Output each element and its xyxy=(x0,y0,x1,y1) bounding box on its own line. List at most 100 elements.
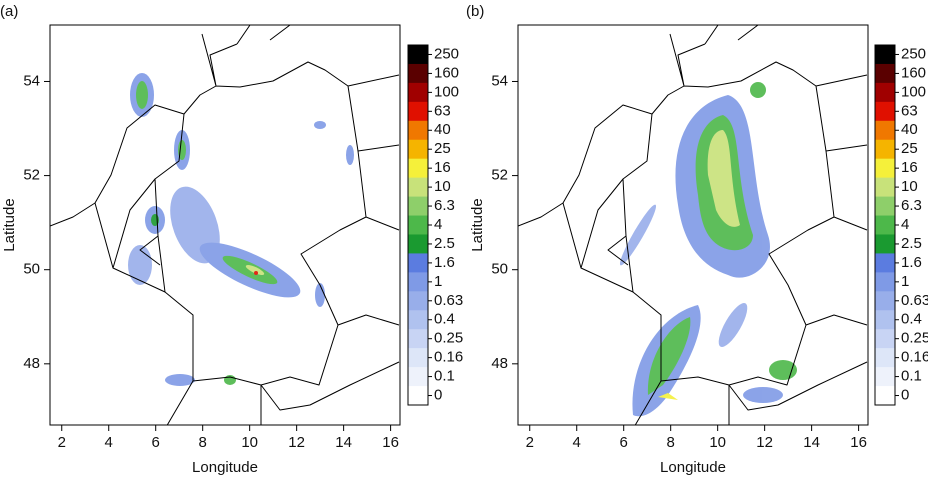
colorbar-band xyxy=(408,253,428,273)
colorbar-band xyxy=(875,45,895,65)
colorbar-band xyxy=(875,253,895,273)
colorbar-band xyxy=(408,215,428,235)
colorbar-label: 0.1 xyxy=(434,368,455,385)
colorbar-band xyxy=(408,139,428,159)
x-tick-label: 16 xyxy=(382,434,399,451)
colorbar-label: 4 xyxy=(901,216,909,233)
plot-frame xyxy=(49,24,401,426)
colorbar-label: 10 xyxy=(434,178,451,195)
colorbar-band xyxy=(875,215,895,235)
colorbar-band xyxy=(875,196,895,216)
map-a xyxy=(50,25,400,425)
colorbar-label: 6.3 xyxy=(434,197,455,214)
y-tick-label: 52 xyxy=(491,167,508,184)
colorbar-label: 1 xyxy=(901,273,909,290)
colorbar-label: 63 xyxy=(434,102,451,119)
colorbar-band xyxy=(875,139,895,159)
colorbar-band xyxy=(875,63,895,84)
colorbar-band xyxy=(875,291,895,311)
map-b xyxy=(518,25,868,425)
x-tick-label: 12 xyxy=(288,434,305,451)
x-axis-label: Longitude xyxy=(192,459,258,476)
y-tick-label: 54 xyxy=(23,72,40,89)
colorbar-label: 4 xyxy=(434,216,442,233)
colorbar-label: 250 xyxy=(901,45,926,62)
colorbar-label: 0.63 xyxy=(434,292,463,309)
colorbar-band xyxy=(875,272,895,292)
y-tick-label: 50 xyxy=(23,261,40,278)
colorbar-band xyxy=(408,348,428,368)
colorbar-band xyxy=(875,310,895,330)
colorbar-label: 100 xyxy=(434,83,459,100)
colorbar-label: 0.63 xyxy=(901,292,928,309)
y-tick-label: 50 xyxy=(491,261,508,278)
x-tick-label: 8 xyxy=(667,434,675,451)
colorbar-label: 40 xyxy=(901,121,918,138)
colorbar-label: 250 xyxy=(434,45,459,62)
colorbar-label: 0.4 xyxy=(901,311,922,328)
colorbar-band xyxy=(875,234,895,254)
y-axis-label: Latitude xyxy=(469,198,486,251)
x-tick-label: 10 xyxy=(241,434,258,451)
x-tick-label: 2 xyxy=(526,434,534,451)
x-tick-label: 6 xyxy=(152,434,160,451)
colorbar-band xyxy=(408,386,428,406)
colorbar-band xyxy=(408,63,428,84)
colorbar-band xyxy=(408,329,428,349)
colorbar-label: 1.6 xyxy=(434,254,455,271)
colorbar-label: 63 xyxy=(901,102,918,119)
colorbar-label: 25 xyxy=(434,140,451,157)
colorbar-band xyxy=(408,120,428,141)
colorbar-band xyxy=(408,272,428,292)
colorbar-band xyxy=(875,158,895,178)
colorbar-band xyxy=(875,367,895,387)
colorbar-band xyxy=(408,367,428,387)
colorbar-band xyxy=(875,329,895,349)
plot-frame xyxy=(517,24,869,426)
colorbar-label: 10 xyxy=(901,178,918,195)
colorbar-band xyxy=(875,386,895,406)
colorbar-band xyxy=(408,234,428,254)
colorbar-label: 16 xyxy=(434,159,451,176)
x-tick-label: 4 xyxy=(105,434,113,451)
x-tick-label: 6 xyxy=(620,434,628,451)
colorbar-band xyxy=(875,101,895,122)
colorbar-label: 1 xyxy=(434,273,442,290)
colorbar-label: 25 xyxy=(901,140,918,157)
colorbar-band xyxy=(408,101,428,122)
colorbar-frame xyxy=(407,44,429,406)
y-tick-label: 54 xyxy=(491,72,508,89)
x-tick-label: 4 xyxy=(573,434,581,451)
y-tick-label: 52 xyxy=(23,167,40,184)
colorbar-band xyxy=(408,196,428,216)
colorbar-label: 16 xyxy=(901,159,918,176)
colorbar-band xyxy=(408,177,428,197)
colorbar-band xyxy=(875,82,895,103)
x-tick-label: 14 xyxy=(335,434,352,451)
x-tick-label: 2 xyxy=(58,434,66,451)
colorbar-band xyxy=(408,158,428,178)
x-tick-label: 14 xyxy=(803,434,820,451)
x-tick-label: 8 xyxy=(199,434,207,451)
colorbar-band xyxy=(408,291,428,311)
x-tick-label: 12 xyxy=(756,434,773,451)
colorbar-label: 100 xyxy=(901,83,926,100)
colorbar-label: 40 xyxy=(434,121,451,138)
colorbar-label: 0.25 xyxy=(901,330,928,347)
colorbar-label: 2.5 xyxy=(901,235,922,252)
colorbar-label: 6.3 xyxy=(901,197,922,214)
panel-label: (b) xyxy=(466,3,484,20)
colorbar-label: 0.1 xyxy=(901,368,922,385)
colorbar-label: 160 xyxy=(901,64,926,81)
y-axis-label: Latitude xyxy=(1,198,18,251)
x-tick-label: 10 xyxy=(709,434,726,451)
x-tick-label: 16 xyxy=(850,434,867,451)
colorbar-label: 0 xyxy=(434,386,442,403)
colorbar-label: 0 xyxy=(901,386,909,403)
y-tick-label: 48 xyxy=(23,355,40,372)
colorbar-label: 0.16 xyxy=(434,349,463,366)
colorbar-band xyxy=(875,177,895,197)
colorbar-frame xyxy=(874,44,896,406)
colorbar-label: 0.4 xyxy=(434,311,455,328)
